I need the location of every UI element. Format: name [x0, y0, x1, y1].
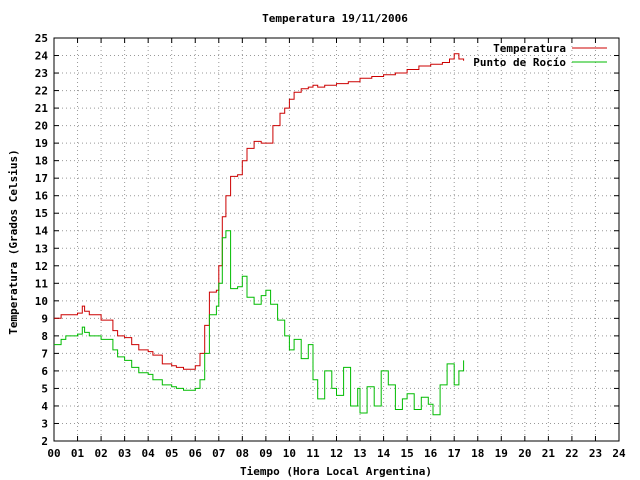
x-tick-label: 14 — [377, 447, 391, 460]
x-tick-label: 01 — [71, 447, 85, 460]
x-tick-label: 10 — [283, 447, 296, 460]
x-axis-label: Tiempo (Hora Local Argentina) — [240, 465, 432, 478]
y-tick-label: 19 — [35, 137, 48, 150]
y-tick-label: 13 — [35, 242, 48, 255]
y-tick-label: 16 — [35, 190, 49, 203]
grid — [54, 38, 619, 441]
x-axis: 00 01 02 03 04 05 06 07 08 09 10 11 12 13 14 15 16 17 18 19… — [47, 38, 626, 460]
x-tick-label: 07 — [212, 447, 225, 460]
y-tick-label: 7 — [41, 347, 48, 360]
y-tick-label: 17 — [35, 172, 48, 185]
x-tick-label: 20 — [518, 447, 531, 460]
x-tick-label: 19 — [495, 447, 508, 460]
x-tick-label: 21 — [542, 447, 556, 460]
chart-title: Temperatura 19/11/2006 — [262, 12, 408, 25]
y-tick-label: 25 — [35, 32, 48, 45]
y-tick-label: 20 — [35, 120, 48, 133]
y-tick-label: 18 — [35, 155, 48, 168]
legend-label: Punto de Rocío — [473, 56, 566, 69]
y-tick-label: 6 — [41, 365, 48, 378]
series-lines — [54, 53, 465, 416]
x-tick-label: 02 — [94, 447, 107, 460]
y-tick-label: 2 — [41, 435, 48, 448]
y-tick-label: 23 — [35, 67, 48, 80]
x-tick-label: 17 — [448, 447, 461, 460]
x-tick-label: 22 — [565, 447, 578, 460]
x-tick-label: 06 — [189, 447, 203, 460]
y-tick-label: 12 — [35, 260, 48, 273]
x-tick-label: 09 — [259, 447, 272, 460]
series-line-0 — [54, 53, 465, 370]
series-line-1 — [54, 230, 465, 416]
y-tick-label: 9 — [41, 312, 48, 325]
y-tick-label: 5 — [41, 382, 48, 395]
y-tick-label: 24 — [35, 50, 49, 63]
x-tick-label: 05 — [165, 447, 178, 460]
x-tick-label: 00 — [47, 447, 60, 460]
y-tick-label: 8 — [41, 330, 48, 343]
x-tick-label: 08 — [236, 447, 249, 460]
y-tick-label: 11 — [35, 277, 49, 290]
x-tick-label: 13 — [353, 447, 366, 460]
x-tick-label: 15 — [401, 447, 414, 460]
y-tick-label: 10 — [35, 295, 48, 308]
y-tick-label: 4 — [41, 400, 48, 413]
y-tick-label: 3 — [41, 417, 48, 430]
x-tick-label: 04 — [142, 447, 156, 460]
y-tick-label: 21 — [35, 102, 49, 115]
x-tick-label: 12 — [330, 447, 343, 460]
y-tick-label: 15 — [35, 207, 48, 220]
y-tick-label: 22 — [35, 85, 48, 98]
x-tick-label: 11 — [306, 447, 320, 460]
y-axis-label: Temperatura (Grados Celsius) — [7, 149, 20, 334]
x-tick-label: 18 — [471, 447, 484, 460]
x-tick-label: 23 — [589, 447, 602, 460]
x-tick-label: 16 — [424, 447, 438, 460]
legend-label: Temperatura — [493, 42, 566, 55]
y-tick-label: 14 — [35, 225, 49, 238]
x-tick-label: 03 — [118, 447, 131, 460]
x-tick-label: 24 — [612, 447, 626, 460]
